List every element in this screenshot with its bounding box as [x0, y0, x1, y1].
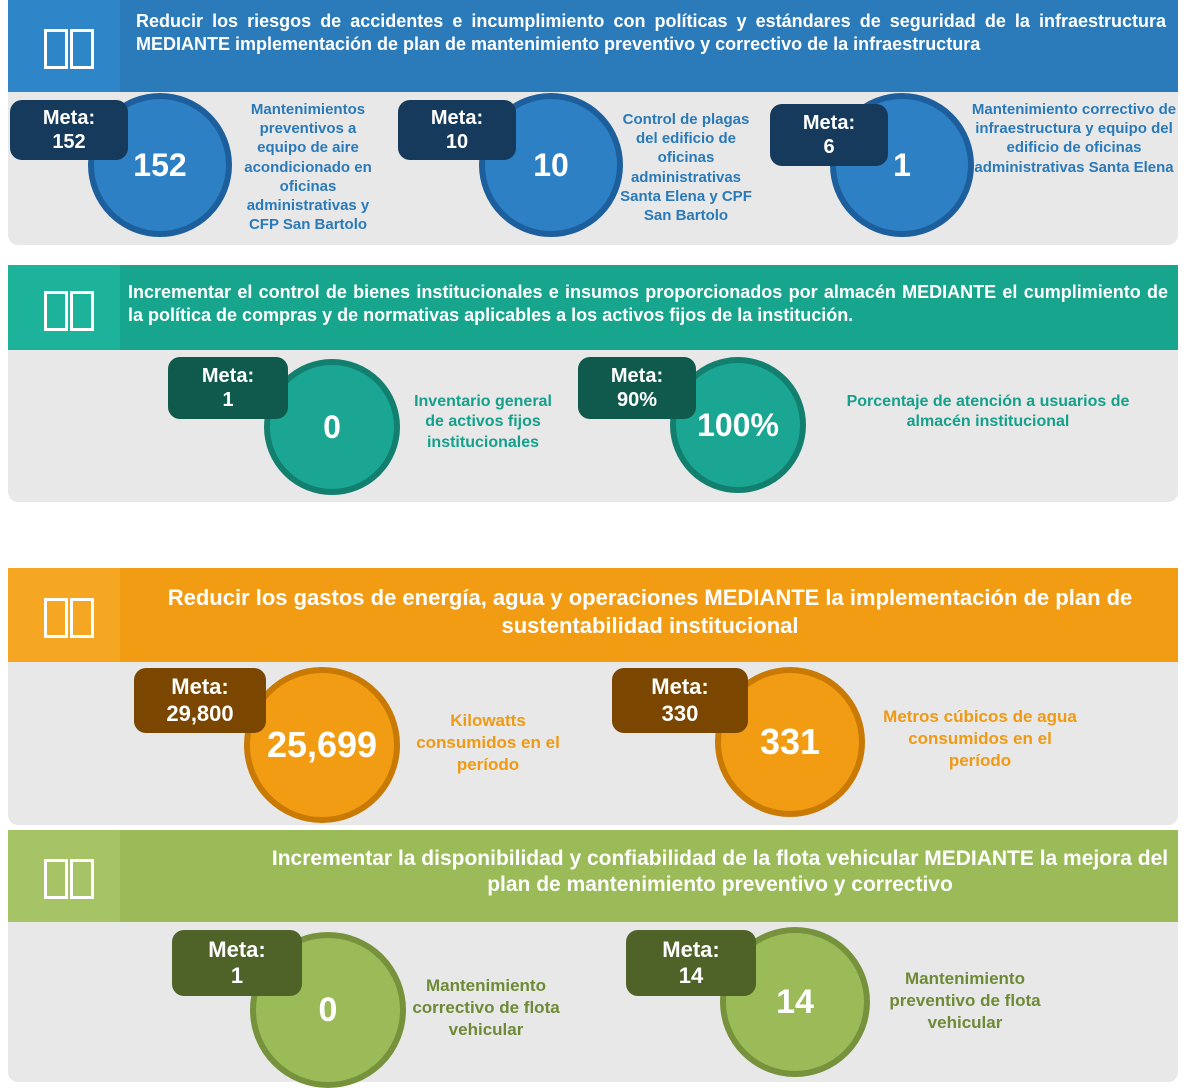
section-title: Reducir los gastos de energía, agua y op…: [167, 585, 1133, 638]
meta-value: 1: [222, 389, 234, 411]
meta-label: Meta:: [610, 365, 664, 387]
meta-label: Meta:: [208, 936, 266, 962]
kpi-description: Mantenimiento correctivo de infraestruct…: [971, 101, 1177, 176]
icon-box: [44, 598, 68, 638]
kpi-description: Porcentaje de atención a usuarios de alm…: [846, 393, 1130, 431]
meta-box: Meta: 1: [168, 357, 288, 419]
meta-label: Meta:: [651, 674, 709, 700]
meta-label: Meta:: [201, 365, 255, 387]
meta-label: Meta:: [662, 936, 720, 962]
section-icon: [8, 830, 120, 922]
meta-value: 6: [823, 136, 835, 158]
section-icon: [8, 265, 120, 350]
meta-value: 90%: [616, 389, 658, 411]
kpi-description: Kilowatts consumidos en el período: [416, 711, 560, 774]
section-header: [8, 830, 1178, 922]
section-header: [8, 265, 1178, 350]
meta-value: 14: [678, 963, 704, 988]
icon-box: [70, 29, 94, 69]
kpi-description: Mantenimiento correctivo de flota vehicu…: [412, 976, 560, 1039]
meta-box: Meta: 14: [626, 930, 756, 996]
meta-box: Meta: 1: [172, 930, 302, 996]
section-icon: [8, 0, 120, 92]
section-header: [8, 568, 1178, 662]
meta-value: 152: [52, 131, 86, 153]
meta-box: Meta: 29,800: [134, 668, 266, 733]
kpi-description: Mantenimientos preventivos a equipo de a…: [244, 101, 372, 234]
section-icon: [8, 568, 120, 662]
meta-box: Meta: 152: [10, 100, 128, 160]
icon-box: [70, 598, 94, 638]
meta-box: Meta: 90%: [578, 357, 696, 419]
meta-label: Meta:: [802, 112, 856, 134]
meta-value: 1: [230, 963, 244, 988]
icon-box: [44, 290, 68, 331]
section-title: Incrementar el control de bienes institu…: [128, 282, 1168, 325]
kpi-circle: 25,699: [244, 667, 400, 823]
meta-label: Meta:: [42, 107, 96, 129]
kpi-description: Control de plagas del edificio de oficin…: [620, 111, 752, 224]
kpi-description: Mantenimiento preventivo de flota vehicu…: [889, 969, 1041, 1032]
meta-box: Meta: 6: [770, 104, 888, 166]
icon-box: [70, 859, 94, 899]
section-title: Incrementar la disponibilidad y confiabi…: [271, 847, 1169, 897]
meta-box: Meta: 330: [612, 668, 748, 733]
meta-value: 10: [445, 131, 469, 153]
section-header: [8, 0, 1178, 92]
meta-box: Meta: 10: [398, 100, 516, 160]
icon-box: [44, 29, 68, 69]
section-title: Reducir los riesgos de accidentes e incu…: [136, 11, 1166, 54]
meta-label: Meta:: [430, 107, 484, 129]
meta-label: Meta:: [171, 674, 229, 700]
kpi-description: Metros cúbicos de agua consumidos en el …: [883, 707, 1077, 770]
icon-box: [44, 859, 68, 899]
kpi-description: Inventario general de activos fijos inst…: [414, 393, 552, 451]
meta-value: 29,800: [166, 700, 234, 726]
icon-box: [70, 290, 94, 331]
meta-value: 330: [661, 700, 699, 726]
